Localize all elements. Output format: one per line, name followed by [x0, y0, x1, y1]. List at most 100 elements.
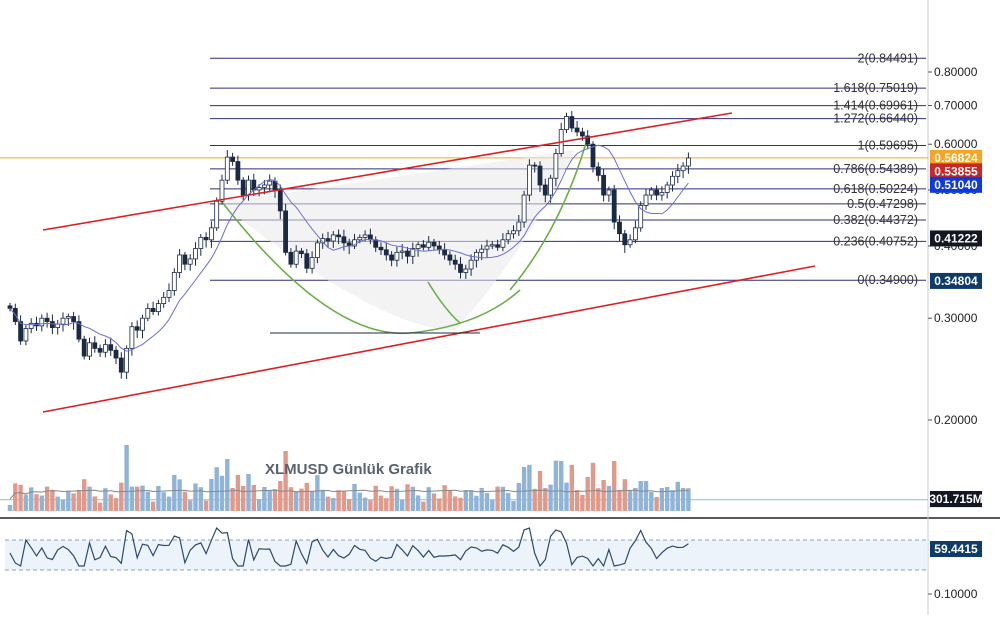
- candle-body: [500, 239, 506, 248]
- volume-bar: [389, 486, 394, 511]
- candle-body: [638, 205, 644, 229]
- price-tick-label: 0.70000: [934, 99, 978, 113]
- candle-body: [224, 156, 230, 181]
- candle-body: [431, 241, 437, 247]
- candle-body: [675, 170, 681, 177]
- volume-bar: [66, 490, 71, 511]
- volume-bar: [294, 491, 299, 511]
- candle-body: [383, 249, 389, 256]
- volume-bar: [113, 498, 119, 511]
- candle-body: [580, 131, 585, 137]
- candle-body: [50, 321, 55, 328]
- volume-bar: [50, 489, 55, 511]
- price-tick-label: 0.20000: [934, 413, 978, 427]
- price-tick-label: 0.10000: [934, 587, 978, 601]
- volume-bar: [521, 467, 527, 511]
- volume-bar: [627, 490, 633, 511]
- volume-bar: [309, 491, 315, 511]
- candle-body: [405, 250, 410, 257]
- volume-bar: [643, 481, 649, 511]
- price-tick-label: 0.30000: [934, 311, 978, 325]
- candle-body: [532, 164, 538, 167]
- svg-text:0.51040: 0.51040: [934, 178, 978, 192]
- candle-body: [76, 321, 82, 340]
- volume-bar: [670, 490, 675, 511]
- candle-body: [548, 177, 553, 196]
- candle-body: [304, 253, 310, 269]
- candle-body: [235, 161, 241, 181]
- volume-bar: [76, 490, 82, 511]
- volume-bar: [410, 486, 415, 511]
- candle-body: [124, 348, 129, 373]
- volume-bar: [119, 482, 124, 511]
- svg-text:0.53855: 0.53855: [934, 164, 978, 178]
- volume-bar: [612, 461, 617, 511]
- candle-body: [288, 251, 294, 265]
- volume-average-line: [9, 489, 689, 500]
- price-tick-label: 0.80000: [934, 65, 978, 79]
- volume-bar: [675, 481, 680, 511]
- volume-bar: [437, 498, 442, 511]
- candle-body: [601, 174, 606, 196]
- price-tag: 0.51040: [930, 176, 982, 193]
- candle-body: [378, 246, 384, 251]
- candle-body: [664, 184, 670, 193]
- volume-bar: [304, 482, 309, 511]
- candle-body: [495, 244, 501, 248]
- volume-bar: [209, 479, 214, 511]
- volume-bar: [574, 490, 580, 511]
- candle-body: [399, 250, 405, 253]
- volume-bar: [680, 488, 686, 511]
- volume-bar: [442, 485, 447, 511]
- candle-body: [118, 357, 124, 373]
- fib-level-label: 1.618(0.75019): [833, 81, 918, 95]
- candle-body: [415, 244, 421, 249]
- candle-body: [18, 321, 24, 342]
- cup-shade: [220, 150, 575, 330]
- candle-body: [277, 189, 283, 212]
- volume-bar: [336, 490, 341, 511]
- candle-body: [309, 257, 315, 269]
- volume-bar: [548, 484, 553, 511]
- volume-bar: [60, 499, 66, 511]
- candle-body: [60, 317, 66, 325]
- price-tick-label: 0.60000: [934, 137, 978, 151]
- volume-bar: [405, 484, 410, 511]
- fib-level-label: 0.786(0.54389): [833, 162, 918, 176]
- volume-pane: [0, 445, 928, 511]
- candle-body: [145, 307, 151, 319]
- volume-bar: [55, 496, 60, 511]
- candle-body: [659, 192, 665, 196]
- volume-bar: [299, 488, 304, 511]
- volume-bar: [315, 475, 320, 511]
- volume-bar: [527, 464, 532, 511]
- volume-bar: [39, 495, 44, 511]
- fib-level-label: 0(0.34900): [858, 273, 918, 287]
- channel-bottom: [42, 265, 816, 413]
- candle-body: [617, 221, 622, 235]
- candle-body: [71, 316, 76, 322]
- volume-bar: [463, 490, 468, 511]
- rsi-pane: [9, 526, 689, 568]
- volume-bar: [34, 494, 39, 511]
- volume-bar: [288, 487, 294, 511]
- volume-bar: [235, 475, 241, 511]
- candle-body: [320, 238, 326, 244]
- volume-bar: [150, 501, 156, 511]
- fib-level-label: 0.5(0.47298): [847, 197, 918, 211]
- volume-bar: [177, 479, 182, 511]
- candle-body: [214, 200, 220, 229]
- candle-body: [367, 234, 373, 241]
- price-tag: 0.41222: [930, 230, 982, 247]
- volume-bar: [479, 488, 484, 511]
- fib-level-label: 2(0.84491): [858, 51, 918, 65]
- candle-body: [553, 153, 559, 179]
- volume-bar: [251, 485, 256, 511]
- candle-body: [336, 234, 342, 238]
- candle-body: [484, 245, 490, 250]
- volume-bar: [553, 460, 559, 511]
- svg-text:59.4415: 59.4415: [934, 542, 978, 556]
- volume-bar: [362, 497, 368, 511]
